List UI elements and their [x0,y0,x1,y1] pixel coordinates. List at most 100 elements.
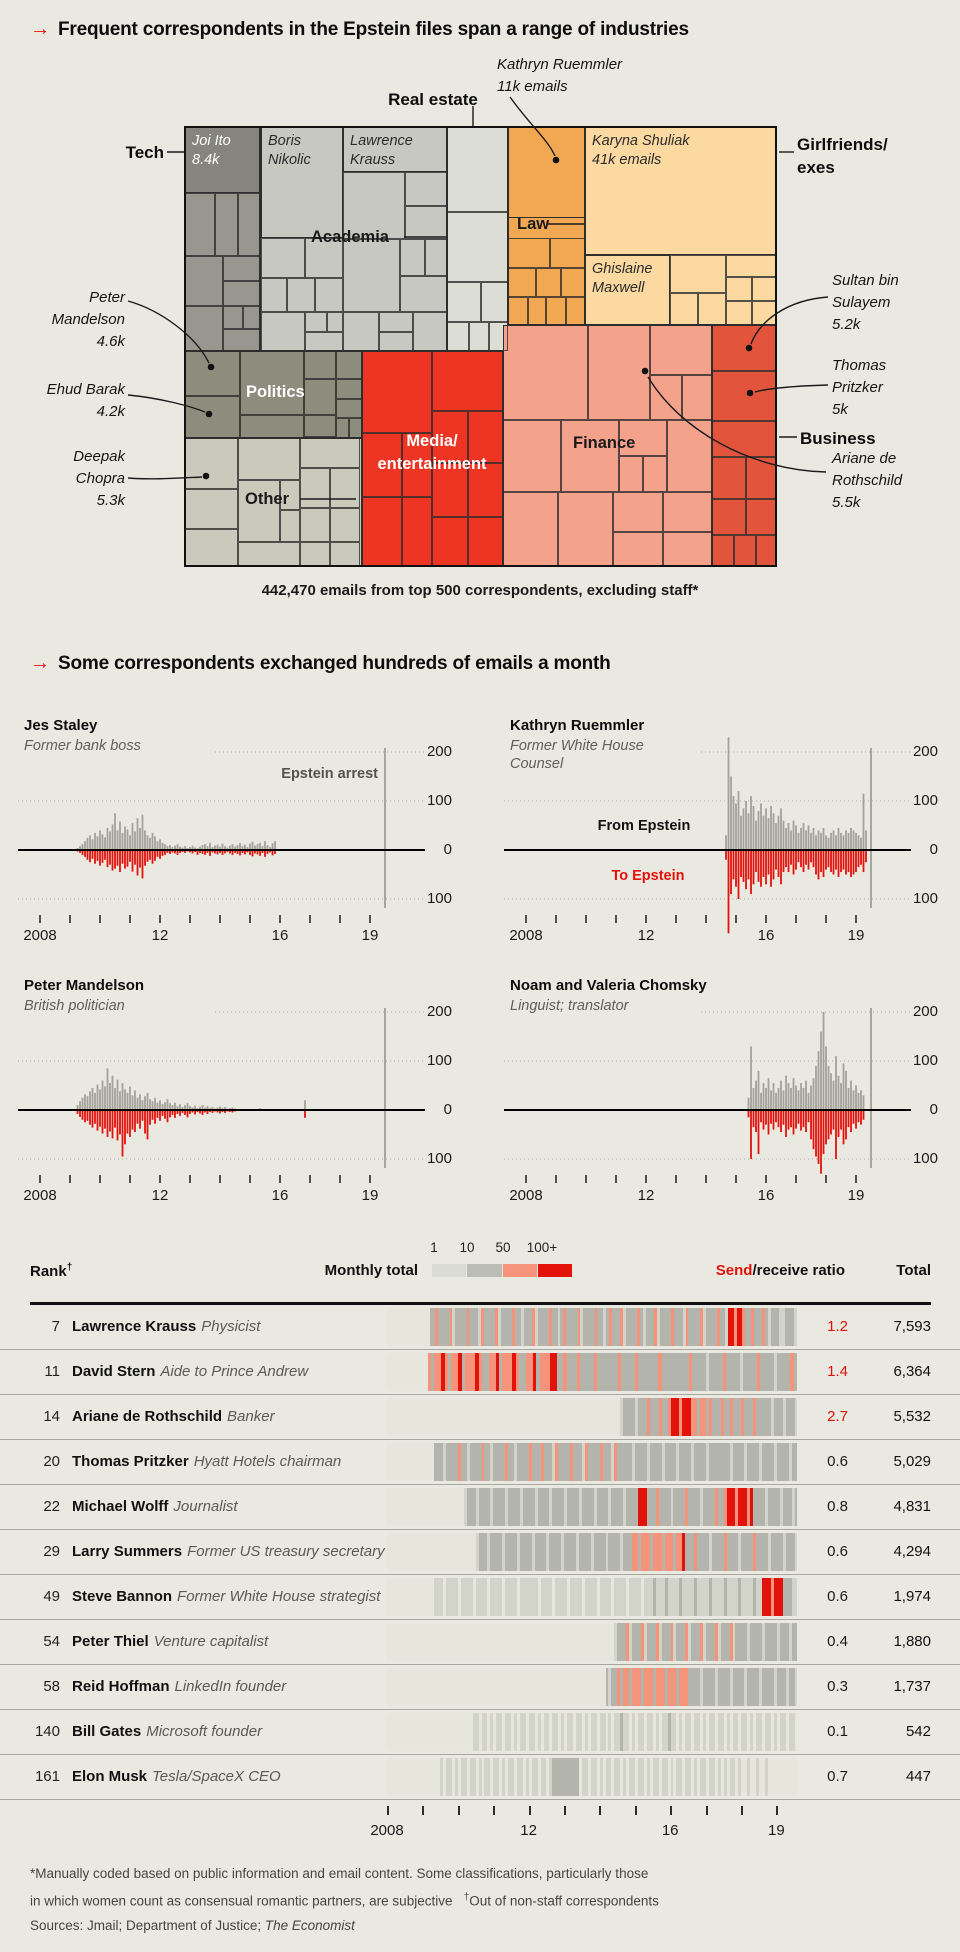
month-cell [496,1713,500,1751]
bar-to-epstein [234,850,236,853]
bar-from-epstein [810,832,812,850]
month-cell [750,1533,754,1571]
mandelson-note-line: Mandelson [51,311,125,328]
month-cell [787,1308,791,1346]
correspondent-desc: Banker [227,1408,275,1425]
month-cell [791,1668,795,1706]
monthly-heatmap-strip [387,1533,798,1571]
total-cell: 1,737 [893,1678,931,1695]
month-cell [406,1308,410,1346]
month-cell [776,1713,780,1751]
month-cell [770,1398,774,1436]
month-cell [567,1398,571,1436]
bar-to-epstein [229,850,231,854]
month-cell [590,1488,594,1526]
month-cell [410,1353,415,1391]
month-cell [785,1398,789,1436]
month-cell [505,1623,509,1661]
bar-to-epstein [837,850,840,877]
mandelson-note-line: Peter [89,289,125,306]
month-cell [667,1623,671,1661]
bar-from-epstein [86,837,89,850]
month-cell [460,1713,464,1751]
month-cell [387,1443,390,1481]
month-cell [711,1623,715,1661]
month-cell [662,1308,666,1346]
month-cell [401,1578,405,1616]
month-cell [472,1443,476,1481]
month-cell [711,1578,715,1616]
table-row: 7 Lawrence Krauss Physicist 1.2 7,593 [0,1305,960,1350]
bar-from-epstein [762,815,765,850]
bar-to-epstein [860,1110,862,1125]
month-cell [629,1443,633,1481]
bar-to-epstein [772,850,775,880]
month-cell [534,1668,538,1706]
month-cell [611,1308,615,1346]
month-cell [759,1623,763,1661]
month-cell [720,1713,724,1751]
bar-to-epstein [820,1110,822,1174]
month-cell [413,1578,417,1616]
month-cell [732,1398,736,1436]
month-cell [546,1713,550,1751]
bar-to-epstein [96,850,99,861]
bar-from-epstein [96,1084,99,1110]
bar-from-epstein [855,832,857,850]
month-cell [490,1758,494,1796]
month-cell [785,1308,788,1346]
month-cell [516,1668,520,1706]
month-cell [458,1353,462,1391]
month-cell [762,1398,765,1436]
month-cell [553,1353,557,1391]
month-cell [682,1758,686,1796]
bar-to-epstein [815,850,817,875]
month-cell [702,1398,706,1436]
month-cell [587,1758,591,1796]
month-cell [516,1398,520,1436]
month-cell [658,1713,662,1751]
month-cell [617,1758,621,1796]
month-cell [593,1488,597,1526]
month-cell [735,1533,739,1571]
month-cell [779,1623,783,1661]
month-cell [532,1353,537,1391]
month-cell [717,1398,721,1436]
bar-to-epstein [196,850,199,855]
month-cell [599,1623,603,1661]
month-cell [685,1308,689,1346]
y-tick-label: 0 [444,841,452,858]
month-cell [685,1488,689,1526]
month-cell [422,1668,426,1706]
month-cell [449,1713,452,1751]
month-cell [794,1488,798,1526]
month-cell [626,1758,630,1796]
month-cell [570,1353,574,1391]
barak-note-line: 4.2k [96,403,125,420]
month-cell [790,1308,794,1346]
send-receive-ratio: 0.8 [827,1498,848,1515]
month-cell [664,1488,668,1526]
monthly-heatmap-strip [387,1623,798,1661]
real-estate-label: Real estate [373,88,493,111]
month-cell [416,1713,420,1751]
month-cell [697,1578,701,1616]
month-cell [605,1488,609,1526]
bar-from-epstein [189,1106,191,1110]
month-cell [502,1443,506,1481]
month-cell [603,1308,606,1346]
month-cell [537,1488,541,1526]
month-cell [472,1623,476,1661]
month-cell [655,1488,659,1526]
month-cell [642,1308,646,1346]
month-cell [658,1533,662,1571]
month-cell [567,1533,571,1571]
bar-from-epstein [847,832,850,850]
month-cell [652,1668,656,1706]
month-cell [743,1353,747,1391]
month-cell [617,1533,621,1571]
bar-to-epstein [94,850,96,864]
month-cell [555,1668,559,1706]
month-cell [667,1398,671,1436]
month-cell [578,1758,582,1796]
